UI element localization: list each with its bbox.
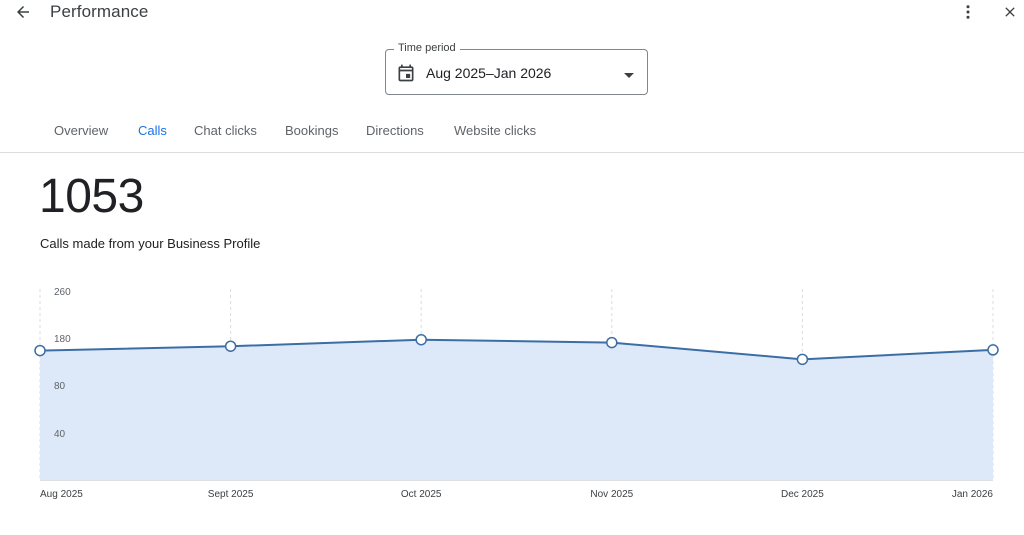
data-point-4[interactable]: [796, 353, 809, 366]
x-tick-label: Aug 2025: [40, 489, 83, 500]
x-tick-label: Jan 2026: [952, 489, 994, 500]
more-vert-icon[interactable]: [956, 0, 980, 24]
dropdown-arrow-icon: [623, 68, 635, 78]
data-point-2[interactable]: [415, 333, 427, 346]
metric-tabs: Overview Calls Chat clicks Bookings Dire…: [0, 112, 1024, 153]
y-tick-label: 180: [54, 334, 71, 345]
tab-directions[interactable]: Directions: [366, 123, 424, 138]
x-tick-label: Oct 2025: [401, 489, 442, 500]
arrow-back-icon[interactable]: [10, 0, 36, 24]
data-point-3[interactable]: [606, 336, 618, 349]
tab-chat-clicks[interactable]: Chat clicks: [194, 123, 257, 138]
time-period-select[interactable]: Time period Aug 2025–Jan 2026: [385, 42, 648, 95]
x-tick-label: Sept 2025: [208, 489, 254, 500]
page-title: Performance: [50, 2, 149, 21]
tab-overview[interactable]: Overview: [54, 123, 109, 138]
total-calls-value: 1053: [39, 170, 144, 223]
tab-website-clicks[interactable]: Website clicks: [454, 123, 537, 138]
chart-area: [40, 339, 993, 480]
time-period-value: Aug 2025–Jan 2026: [426, 65, 552, 81]
data-point-1[interactable]: [224, 340, 237, 352]
tab-bookings[interactable]: Bookings: [285, 123, 339, 138]
x-tick-label: Nov 2025: [590, 489, 633, 500]
chart-line: [39, 338, 994, 361]
calendar-icon: [396, 63, 416, 83]
top-bar: Performance: [0, 0, 1024, 26]
tab-calls[interactable]: Calls: [138, 123, 167, 138]
y-tick-label: 260: [54, 287, 71, 298]
calls-chart: 260 180 80 40 Aug 2025 Sept 2025 Oct 2025 Nov …: [34, 287, 999, 500]
metric-description: Calls made from your Business Profile: [40, 236, 261, 251]
time-period-label: Time period: [394, 42, 460, 54]
close-icon[interactable]: [998, 0, 1022, 24]
y-tick-label: 80: [54, 381, 66, 392]
y-tick-label: 40: [54, 429, 66, 440]
data-point-0[interactable]: [34, 344, 46, 357]
data-point-5[interactable]: [987, 344, 999, 356]
x-tick-label: Dec 2025: [781, 489, 824, 500]
